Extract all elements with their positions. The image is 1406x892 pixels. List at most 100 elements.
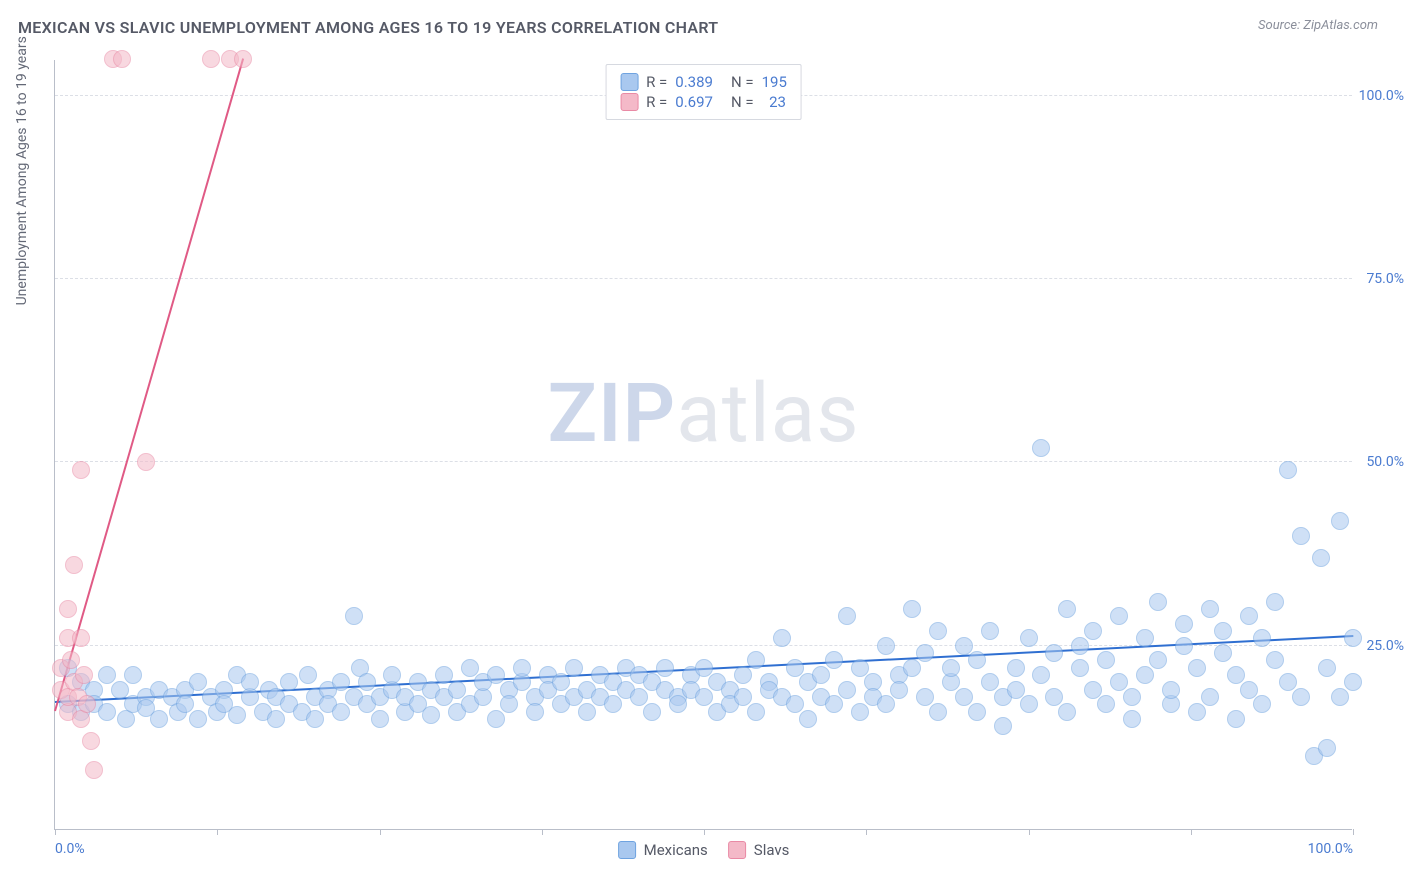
legend-label: Mexicans <box>644 841 708 859</box>
data-point <box>838 681 856 699</box>
data-point <box>929 622 947 640</box>
data-point <box>1058 703 1076 721</box>
data-point <box>448 681 466 699</box>
x-tick <box>217 829 218 835</box>
data-point <box>669 695 687 713</box>
data-point <box>267 710 285 728</box>
data-point <box>1227 666 1245 684</box>
data-point <box>851 703 869 721</box>
data-point <box>1253 695 1271 713</box>
data-point <box>747 651 765 669</box>
data-point <box>137 453 155 471</box>
data-point <box>1318 659 1336 677</box>
data-point <box>526 703 544 721</box>
data-point <box>1136 629 1154 647</box>
legend-swatch <box>728 841 746 859</box>
data-point <box>150 710 168 728</box>
data-point <box>1214 622 1232 640</box>
x-tick-label: 0.0% <box>55 841 85 857</box>
data-point <box>1240 681 1258 699</box>
data-point <box>345 607 363 625</box>
data-point <box>604 695 622 713</box>
data-point <box>929 703 947 721</box>
data-point <box>72 629 90 647</box>
data-point <box>500 695 518 713</box>
data-point <box>1045 644 1063 662</box>
data-point <box>1020 695 1038 713</box>
plot-area: ZIPatlas 25.0%50.0%75.0%100.0%0.0%100.0%… <box>54 60 1352 830</box>
data-point <box>903 600 921 618</box>
series-legend: Mexicans Slavs <box>618 841 790 859</box>
data-point <box>838 607 856 625</box>
data-point <box>1240 607 1258 625</box>
data-point <box>1253 629 1271 647</box>
data-point <box>968 651 986 669</box>
data-point <box>1292 527 1310 545</box>
data-point <box>422 706 440 724</box>
n-label: N = <box>731 93 754 111</box>
data-point <box>994 717 1012 735</box>
data-point <box>1149 593 1167 611</box>
data-point <box>981 673 999 691</box>
data-point <box>98 666 116 684</box>
legend-item: Mexicans <box>618 841 708 859</box>
data-point <box>1279 461 1297 479</box>
watermark: ZIPatlas <box>547 366 859 462</box>
data-point <box>1318 739 1336 757</box>
data-point <box>228 706 246 724</box>
data-point <box>1344 673 1362 691</box>
data-point <box>487 710 505 728</box>
data-point <box>1188 659 1206 677</box>
correlation-legend: R =0.389N =195R =0.697N = 23 <box>605 64 802 120</box>
x-tick <box>542 829 543 835</box>
data-point <box>955 688 973 706</box>
data-point <box>1123 710 1141 728</box>
data-point <box>306 710 324 728</box>
data-point <box>487 666 505 684</box>
data-point <box>1149 651 1167 669</box>
data-point <box>1084 681 1102 699</box>
data-point <box>942 659 960 677</box>
data-point <box>1331 512 1349 530</box>
y-tick-label: 50.0% <box>1366 454 1404 470</box>
data-point <box>435 666 453 684</box>
n-value: 23 <box>762 93 786 111</box>
data-point <box>786 695 804 713</box>
data-point <box>1020 629 1038 647</box>
data-point <box>1201 688 1219 706</box>
r-label: R = <box>646 73 667 91</box>
x-tick <box>866 829 867 835</box>
legend-label: Slavs <box>754 841 790 859</box>
data-point <box>513 659 531 677</box>
title-bar: MEXICAN VS SLAVIC UNEMPLOYMENT AMONG AGE… <box>0 0 1406 45</box>
data-point <box>113 50 131 68</box>
legend-swatch <box>620 73 638 91</box>
y-tick-label: 100.0% <box>1359 88 1404 104</box>
data-point <box>630 688 648 706</box>
data-point <box>98 703 116 721</box>
data-point <box>1045 688 1063 706</box>
watermark-part2: atlas <box>676 366 859 462</box>
data-point <box>695 659 713 677</box>
data-point <box>1007 659 1025 677</box>
data-point <box>1344 629 1362 647</box>
data-point <box>981 622 999 640</box>
legend-swatch <box>618 841 636 859</box>
x-tick <box>380 829 381 835</box>
data-point <box>1084 622 1102 640</box>
data-point <box>1110 607 1128 625</box>
data-point <box>280 673 298 691</box>
data-point <box>786 659 804 677</box>
data-point <box>78 695 96 713</box>
data-point <box>734 666 752 684</box>
data-point <box>62 651 80 669</box>
data-point <box>383 666 401 684</box>
data-point <box>65 556 83 574</box>
y-tick-label: 25.0% <box>1366 638 1404 654</box>
data-point <box>1007 681 1025 699</box>
data-point <box>656 659 674 677</box>
data-point <box>1162 681 1180 699</box>
data-point <box>332 673 350 691</box>
data-point <box>773 629 791 647</box>
data-point <box>1227 710 1245 728</box>
